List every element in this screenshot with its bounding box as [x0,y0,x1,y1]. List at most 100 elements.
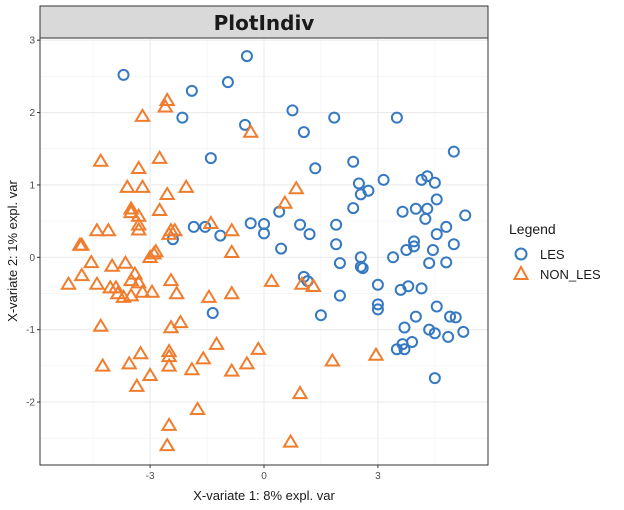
point-non-les [134,283,151,298]
point-non-les [130,216,148,231]
point-les [294,218,307,231]
point-les [333,257,346,270]
x-tick-label: -3 [146,471,155,482]
point-les [396,205,409,218]
point-les [442,330,455,343]
point-les [430,300,443,313]
point-les [328,111,341,124]
point-les [447,145,460,158]
y-tick-label: 1 [29,180,35,191]
point-non-les [158,186,176,201]
point-les [398,343,411,356]
point-les [187,220,200,233]
point-non-les [158,437,176,452]
y-tick-label: -1 [26,325,35,336]
point-les [371,298,384,311]
point-les [449,311,462,324]
x-tick-label: 3 [375,471,381,482]
point-non-les [160,416,178,431]
point-non-les [166,222,184,237]
point-les [390,111,403,124]
point-les [330,218,343,231]
point-les [457,325,470,338]
point-les [117,68,130,81]
y-tick-label: -2 [26,398,35,409]
point-non-les [82,254,100,269]
point-les [426,244,439,257]
point-les [390,343,403,356]
axes: -3 0 3 -2 -1 0 1 2 3 [26,36,381,482]
point-non-les [99,222,117,237]
legend-key-non-les [512,264,530,280]
point-non-les [130,160,148,174]
point-non-les [287,180,305,195]
x-axis-title: X-variate 1: 8% expl. var [193,488,335,503]
point-les [440,220,453,233]
point-les [354,260,367,273]
point-non-les [151,202,168,216]
point-les [204,152,217,165]
point-non-les [132,345,149,360]
point-non-les [160,225,178,240]
point-non-les [249,340,267,355]
point-non-les [223,285,241,300]
point-les [303,228,316,241]
point-les [459,209,472,222]
point-non-les [276,194,294,209]
point-non-les [367,346,385,361]
point-les [244,217,257,230]
point-les [309,162,322,175]
point-les [333,289,346,302]
point-non-les [304,277,322,292]
legend-label-non-les: NON_LES [540,267,601,282]
point-non-les [162,272,180,287]
point-les [400,244,413,257]
point-non-les [92,152,110,167]
point-les [240,50,253,63]
point-les [206,307,219,320]
point-non-les [141,367,159,381]
point-non-les [134,107,151,122]
point-non-les [263,272,280,287]
point-non-les [291,385,309,400]
point-les [409,202,422,215]
point-non-les [189,401,206,415]
point-non-les [130,207,148,222]
point-non-les [242,123,260,138]
point-les [330,238,343,251]
point-les [402,280,415,293]
point-les [428,372,441,385]
point-les [428,327,441,340]
point-non-les [88,275,106,290]
point-non-les [223,222,241,237]
point-non-les [94,357,112,372]
point-non-les [151,149,168,164]
point-non-les [130,274,148,289]
point-non-les [323,352,341,367]
point-les [347,202,360,215]
point-les [423,257,436,270]
point-les [430,228,443,241]
x-tick-label: 0 [261,471,267,482]
point-non-les [143,283,161,298]
point-non-les [223,243,241,258]
point-non-les [134,178,151,193]
legend-label-les: LES [540,247,565,262]
point-non-les [130,221,148,236]
point-les [444,310,457,323]
point-non-les [88,222,106,237]
point-non-les [177,178,195,193]
point-non-les [103,257,121,272]
point-les [176,111,189,124]
point-les [419,212,432,225]
point-non-les [92,317,110,332]
point-les [354,188,367,201]
point-les [199,220,212,233]
point-non-les [122,200,140,215]
y-tick-label: 3 [29,36,35,47]
chart-title: PlotIndiv [214,11,315,35]
point-les [185,84,198,97]
point-non-les [120,355,138,370]
point-non-les [194,350,212,365]
